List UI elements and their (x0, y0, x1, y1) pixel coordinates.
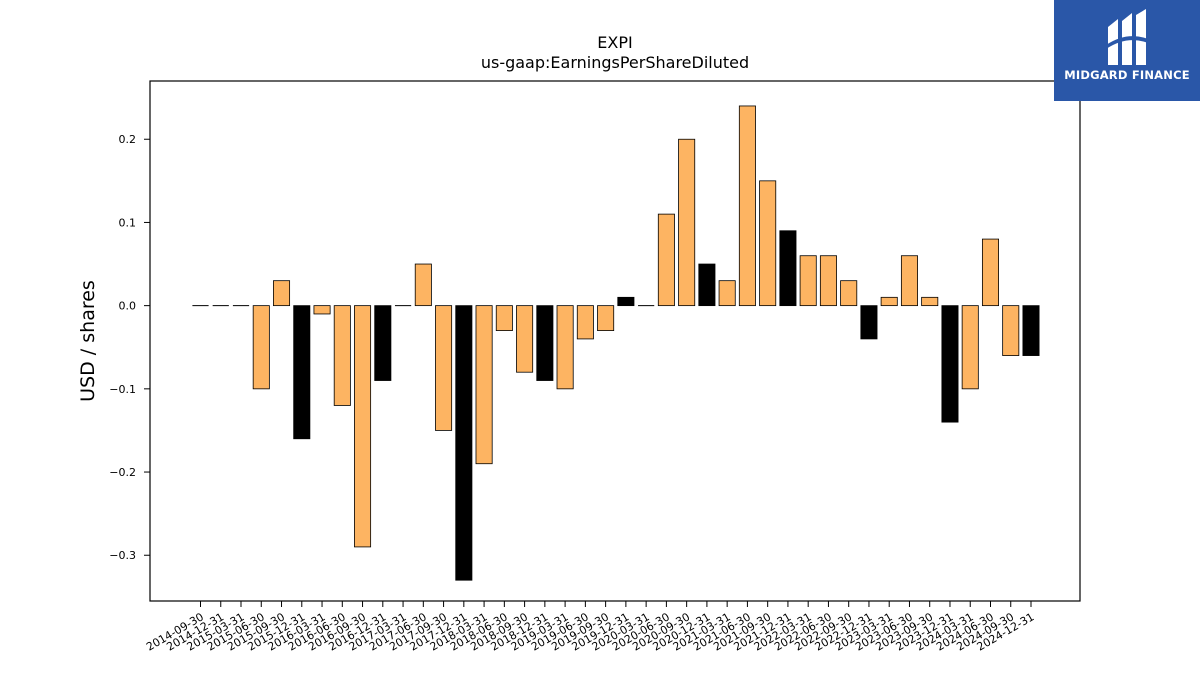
bar (293, 305, 311, 440)
bars (192, 105, 1040, 581)
bar (576, 305, 594, 340)
bar (698, 263, 716, 307)
y-tick-label: 0.0 (119, 300, 137, 313)
bar (556, 305, 574, 390)
bar (374, 305, 392, 381)
bar (718, 280, 736, 307)
y-tick-label: 0.1 (119, 216, 137, 229)
y-tick-label: −0.1 (109, 383, 136, 396)
bar (252, 305, 270, 390)
bar (840, 280, 858, 307)
bar (536, 305, 554, 381)
bar (1002, 305, 1020, 356)
bar (617, 296, 635, 307)
bar (475, 305, 493, 465)
x-axis-ticks: 2014-09-302014-12-312015-03-312015-06-30… (144, 601, 1037, 654)
y-tick-label: 0.2 (119, 133, 137, 146)
bar (921, 296, 939, 307)
bar (354, 305, 372, 548)
y-axis-label: USD / shares (77, 280, 99, 402)
bar (941, 305, 959, 423)
bar (981, 238, 999, 307)
bar (1022, 305, 1040, 356)
bar (738, 105, 756, 307)
bar (495, 305, 513, 332)
plot-frame (149, 80, 1081, 602)
bar (779, 230, 797, 307)
bar (860, 305, 878, 340)
y-axis-ticks: −0.3 −0.2 −0.1 0.0 0.1 0.2 (109, 133, 150, 562)
y-tick-label: −0.2 (109, 466, 136, 479)
midgard-finance-logo: MIDGARD FINANCE (1054, 0, 1200, 101)
bar (516, 305, 534, 373)
bar (313, 305, 331, 315)
bar (880, 296, 898, 307)
chart-subtitle: us-gaap:EarningsPerShareDiluted (481, 53, 749, 72)
bar (819, 255, 837, 307)
bar (900, 255, 918, 307)
bar (799, 255, 817, 307)
bar (597, 305, 615, 332)
y-tick-label: −0.3 (109, 549, 136, 562)
bar (435, 305, 453, 431)
chart-title: EXPI (597, 33, 632, 52)
bar (414, 263, 432, 307)
bar (657, 213, 675, 307)
logo-text: MIDGARD FINANCE (1064, 68, 1190, 82)
bar (678, 138, 696, 307)
bar (333, 305, 351, 406)
bar (961, 305, 979, 390)
bar (455, 305, 473, 581)
midgard-logo-mark-icon (1106, 9, 1148, 65)
bar (273, 280, 291, 307)
bar (759, 180, 777, 307)
